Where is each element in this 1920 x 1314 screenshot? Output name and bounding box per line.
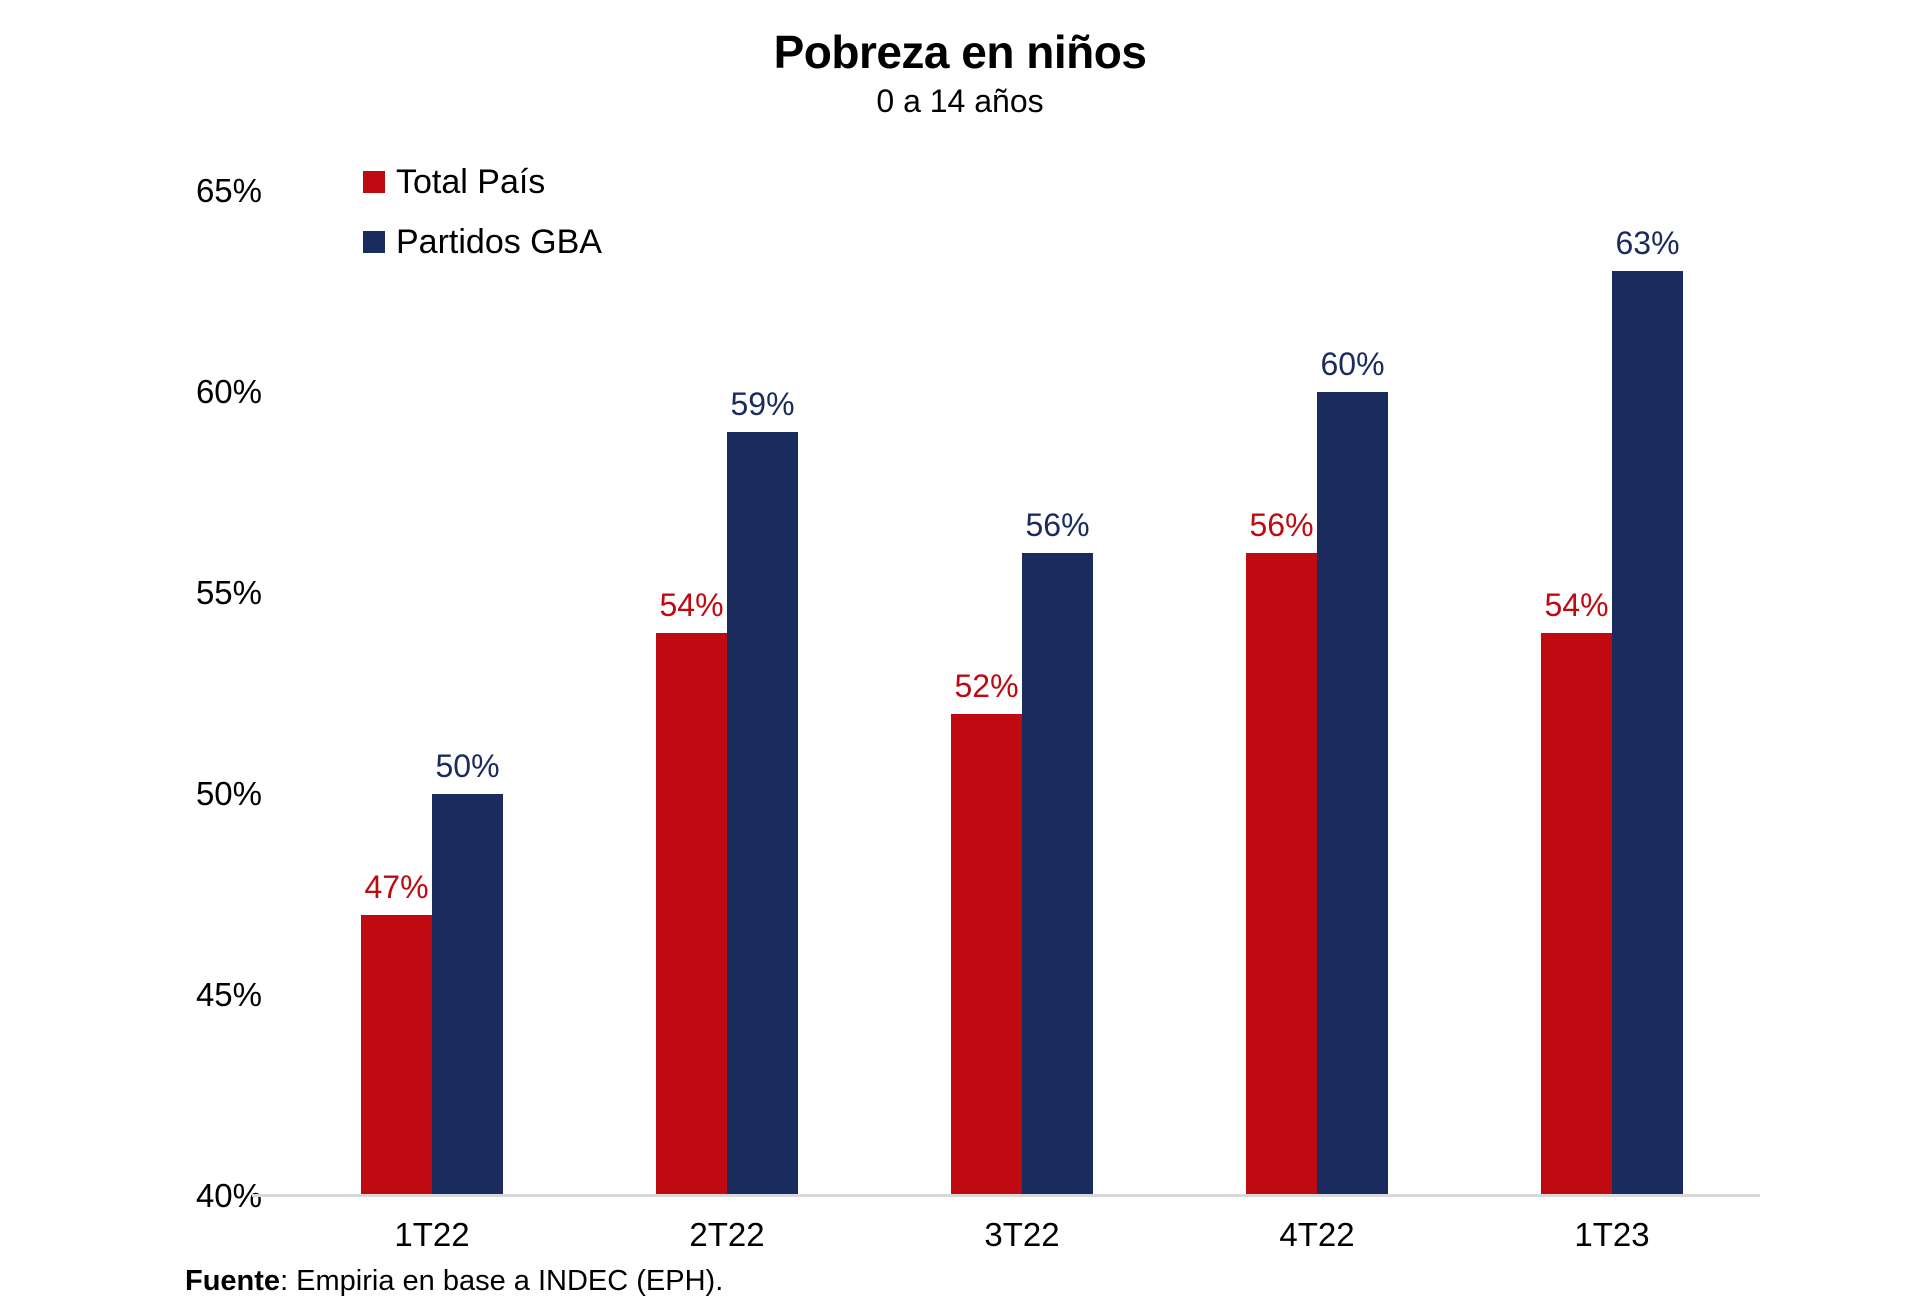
bar-partidos-gba-1t22 — [432, 794, 503, 1196]
y-tick-55-: 55% — [195, 574, 262, 611]
y-tick-60-: 60% — [195, 373, 262, 410]
legend-label-total-pais: Total País — [396, 163, 546, 201]
legend-item-partidos-gba: Partidos GBA — [363, 223, 602, 261]
x-tick-2t22: 2T22 — [689, 1216, 765, 1253]
source-note: Fuente: Empiria en base a INDEC (EPH). — [185, 1264, 723, 1298]
x-axis-line — [252, 1194, 1760, 1197]
bar-partidos-gba-1t23 — [1612, 271, 1683, 1196]
legend-item-total-pais: Total País — [363, 163, 602, 201]
x-tick-3t22: 3T22 — [984, 1216, 1060, 1253]
bar-partidos-gba-4t22 — [1317, 392, 1388, 1196]
source-label: Fuente — [185, 1265, 281, 1297]
value-label-partidos-gba-1t22: 50% — [435, 748, 500, 784]
value-label-total-pa-s-3t22: 52% — [954, 667, 1019, 704]
value-label-partidos-gba-4t22: 60% — [1320, 346, 1385, 382]
value-label-partidos-gba-1t23: 63% — [1615, 225, 1680, 262]
x-tick-1t23: 1T23 — [1574, 1216, 1650, 1253]
x-tick-1t22: 1T22 — [394, 1216, 470, 1253]
value-label-partidos-gba-3t22: 56% — [1025, 506, 1090, 543]
value-label-partidos-gba-2t22: 59% — [730, 386, 795, 423]
bar-partidos-gba-2t22 — [727, 432, 798, 1196]
source-text: : Empiria en base a INDEC (EPH). — [280, 1265, 724, 1297]
bar-total-pa-s-1t22 — [361, 914, 432, 1196]
chart-title: Pobreza en niños — [773, 26, 1147, 78]
y-tick-65-: 65% — [195, 172, 262, 209]
bar-partidos-gba-3t22 — [1022, 552, 1093, 1196]
value-label-total-pa-s-1t22: 47% — [364, 868, 429, 905]
value-label-total-pa-s-1t23: 54% — [1544, 587, 1609, 624]
legend-label-partidos-gba: Partidos GBA — [396, 223, 602, 261]
bar-total-pa-s-2t22 — [656, 633, 727, 1196]
y-tick-40-: 40% — [195, 1177, 262, 1214]
chart-subtitle: 0 a 14 años — [876, 83, 1044, 119]
bar-total-pa-s-4t22 — [1246, 552, 1317, 1196]
bar-total-pa-s-3t22 — [951, 713, 1022, 1196]
legend-swatch-partidos-gba-icon — [363, 231, 385, 253]
y-tick-50-: 50% — [195, 775, 262, 812]
bar-total-pa-s-1t23 — [1541, 633, 1612, 1196]
value-label-total-pa-s-2t22: 54% — [659, 587, 724, 624]
value-label-total-pa-s-4t22: 56% — [1249, 506, 1314, 543]
x-tick-4t22: 4T22 — [1279, 1216, 1355, 1253]
legend: Total País Partidos GBA — [363, 163, 602, 288]
y-tick-45-: 45% — [195, 976, 262, 1013]
legend-swatch-total-pais-icon — [363, 171, 385, 193]
